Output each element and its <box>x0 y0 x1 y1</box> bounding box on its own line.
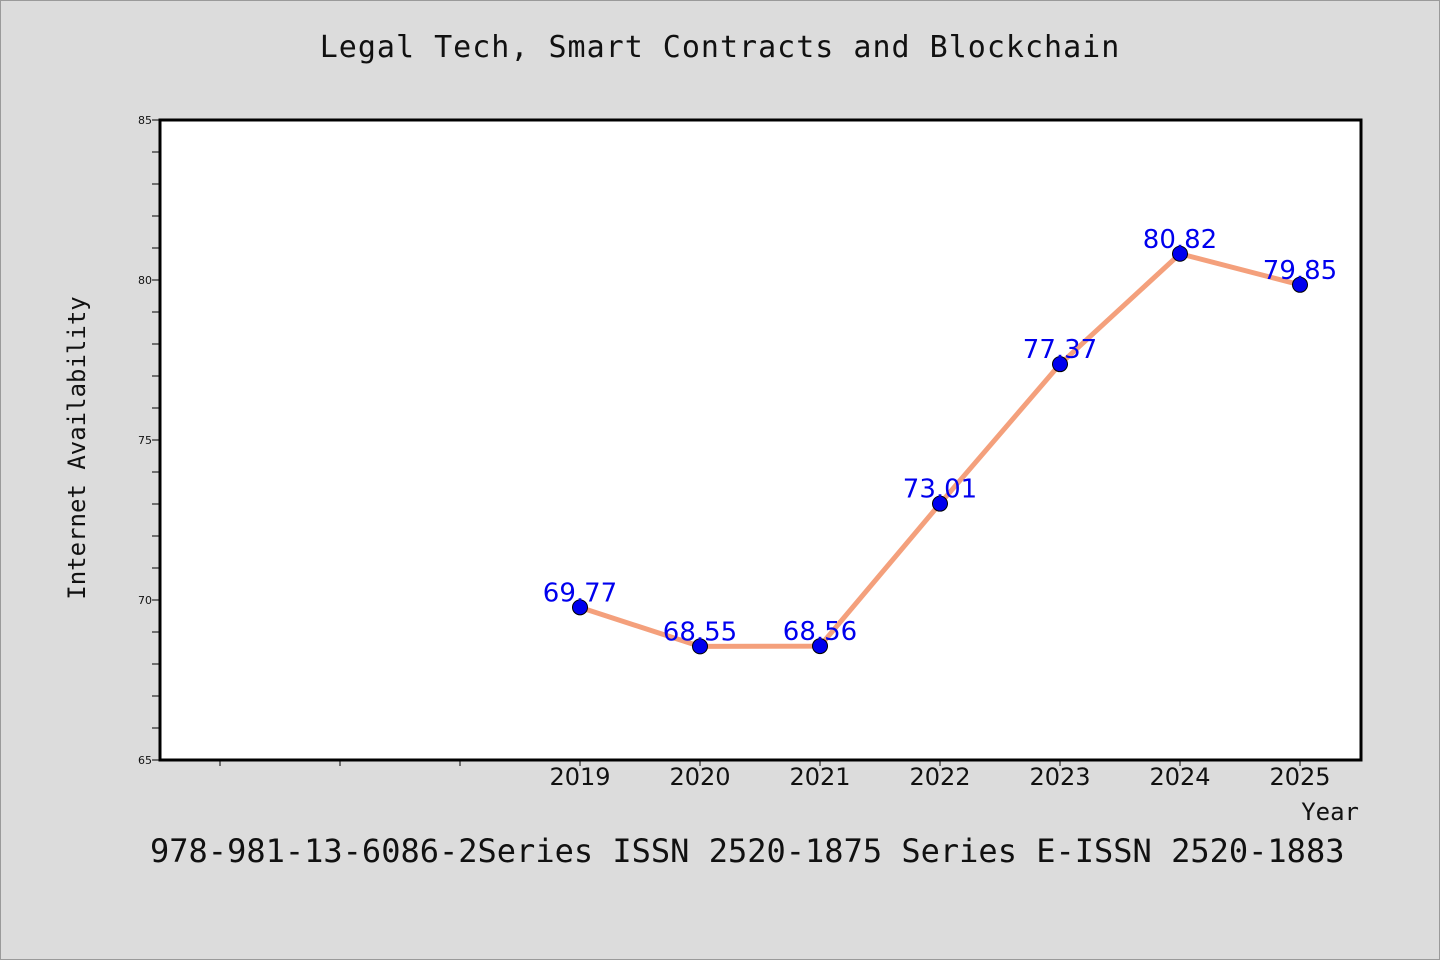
y-tick-label: 80 <box>138 274 152 287</box>
data-point <box>1292 276 1308 293</box>
x-axis-title: Year <box>1301 798 1359 826</box>
series-group <box>572 245 1308 655</box>
data-point <box>1172 245 1188 262</box>
data-point <box>932 495 948 512</box>
data-label: 77.37 <box>1023 335 1097 365</box>
data-label: 69.77 <box>543 578 617 608</box>
data-label: 79.85 <box>1263 256 1337 286</box>
y-axis-title: Internet Availability <box>63 296 91 599</box>
data-label: 68.56 <box>783 617 857 647</box>
data-point <box>692 638 708 655</box>
x-tick-label: 2020 <box>669 763 730 791</box>
x-tick-label: 2022 <box>909 763 970 791</box>
x-tick-label: 2024 <box>1149 763 1210 791</box>
data-point <box>1052 356 1068 373</box>
data-labels: 69.77 68.55 68.56 73.01 77.37 80.82 79.85 <box>543 225 1337 648</box>
data-label: 73.01 <box>903 475 977 505</box>
isbn-issn-note: 978-981-13-6086-2Series ISSN 2520-1875 S… <box>150 832 1345 870</box>
data-label: 80.82 <box>1143 225 1217 255</box>
data-point <box>812 638 828 655</box>
y-tick-label: 65 <box>138 754 152 767</box>
x-axis: 2019 2020 2021 2022 2023 2024 2025 <box>219 760 1331 791</box>
y-tick-label: 85 <box>138 114 152 127</box>
y-axis: 65 70 75 80 85 <box>138 114 160 767</box>
data-point <box>572 599 588 616</box>
x-tick-label: 2025 <box>1269 763 1330 791</box>
x-tick-label: 2021 <box>789 763 850 791</box>
data-label: 68.55 <box>663 617 737 647</box>
plot-area <box>158 118 1363 762</box>
y-tick-label: 75 <box>138 434 152 447</box>
y-tick-label: 70 <box>138 594 152 607</box>
x-tick-label: 2019 <box>549 763 610 791</box>
chart-title: Legal Tech, Smart Contracts and Blockcha… <box>319 30 1121 65</box>
x-tick-label: 2023 <box>1029 763 1090 791</box>
